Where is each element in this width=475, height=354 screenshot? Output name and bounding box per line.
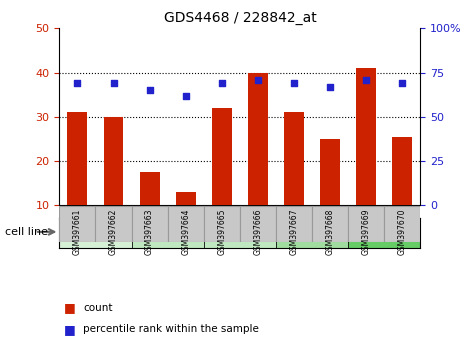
Text: GSM397662: GSM397662 [109,208,118,255]
Bar [132,206,168,242]
Text: GSM397663: GSM397663 [145,208,154,255]
Point [182,93,190,98]
Text: ■: ■ [64,323,76,336]
Point [362,77,370,82]
Bar [312,206,348,242]
Text: GSM397670: GSM397670 [398,208,407,255]
Text: GSM397669: GSM397669 [362,208,370,255]
Bar [240,206,276,242]
Bar [132,218,204,248]
Bar [348,206,384,242]
Bar [248,73,268,205]
Text: GSM397664: GSM397664 [181,208,190,255]
Text: GSM397666: GSM397666 [254,208,262,255]
Point [146,87,153,93]
Point [254,77,262,82]
Text: ■: ■ [64,302,76,314]
Text: GSM397667: GSM397667 [290,208,298,255]
Point [399,80,406,86]
Bar [59,206,95,242]
Point [326,84,334,90]
Point [110,80,117,86]
Bar [320,139,340,205]
Text: GSM397668: GSM397668 [326,208,334,255]
Text: BS149: BS149 [366,228,402,238]
Title: GDS4468 / 228842_at: GDS4468 / 228842_at [163,11,316,24]
Bar [95,206,132,242]
Bar [276,218,348,248]
Point [290,80,298,86]
Text: LN229: LN229 [222,228,258,238]
Bar [284,113,304,205]
Text: LN215: LN215 [150,228,186,238]
Bar [348,218,420,248]
Bar [67,113,87,205]
Bar [204,206,240,242]
Text: GSM397661: GSM397661 [73,208,82,255]
Text: count: count [83,303,113,313]
Text: LN319: LN319 [294,228,330,238]
Bar [392,137,412,205]
Bar [59,218,132,248]
Bar [176,192,196,205]
Text: cell line: cell line [5,227,48,237]
Bar [104,117,124,205]
Text: GSM397665: GSM397665 [218,208,226,255]
Bar [356,68,376,205]
Text: percentile rank within the sample: percentile rank within the sample [83,324,259,334]
Bar [384,206,420,242]
Bar [168,206,204,242]
Bar [140,172,160,205]
Point [218,80,226,86]
Text: LN018: LN018 [77,228,114,238]
Bar [204,218,276,248]
Point [74,80,81,86]
Bar [212,108,232,205]
Bar [276,206,312,242]
